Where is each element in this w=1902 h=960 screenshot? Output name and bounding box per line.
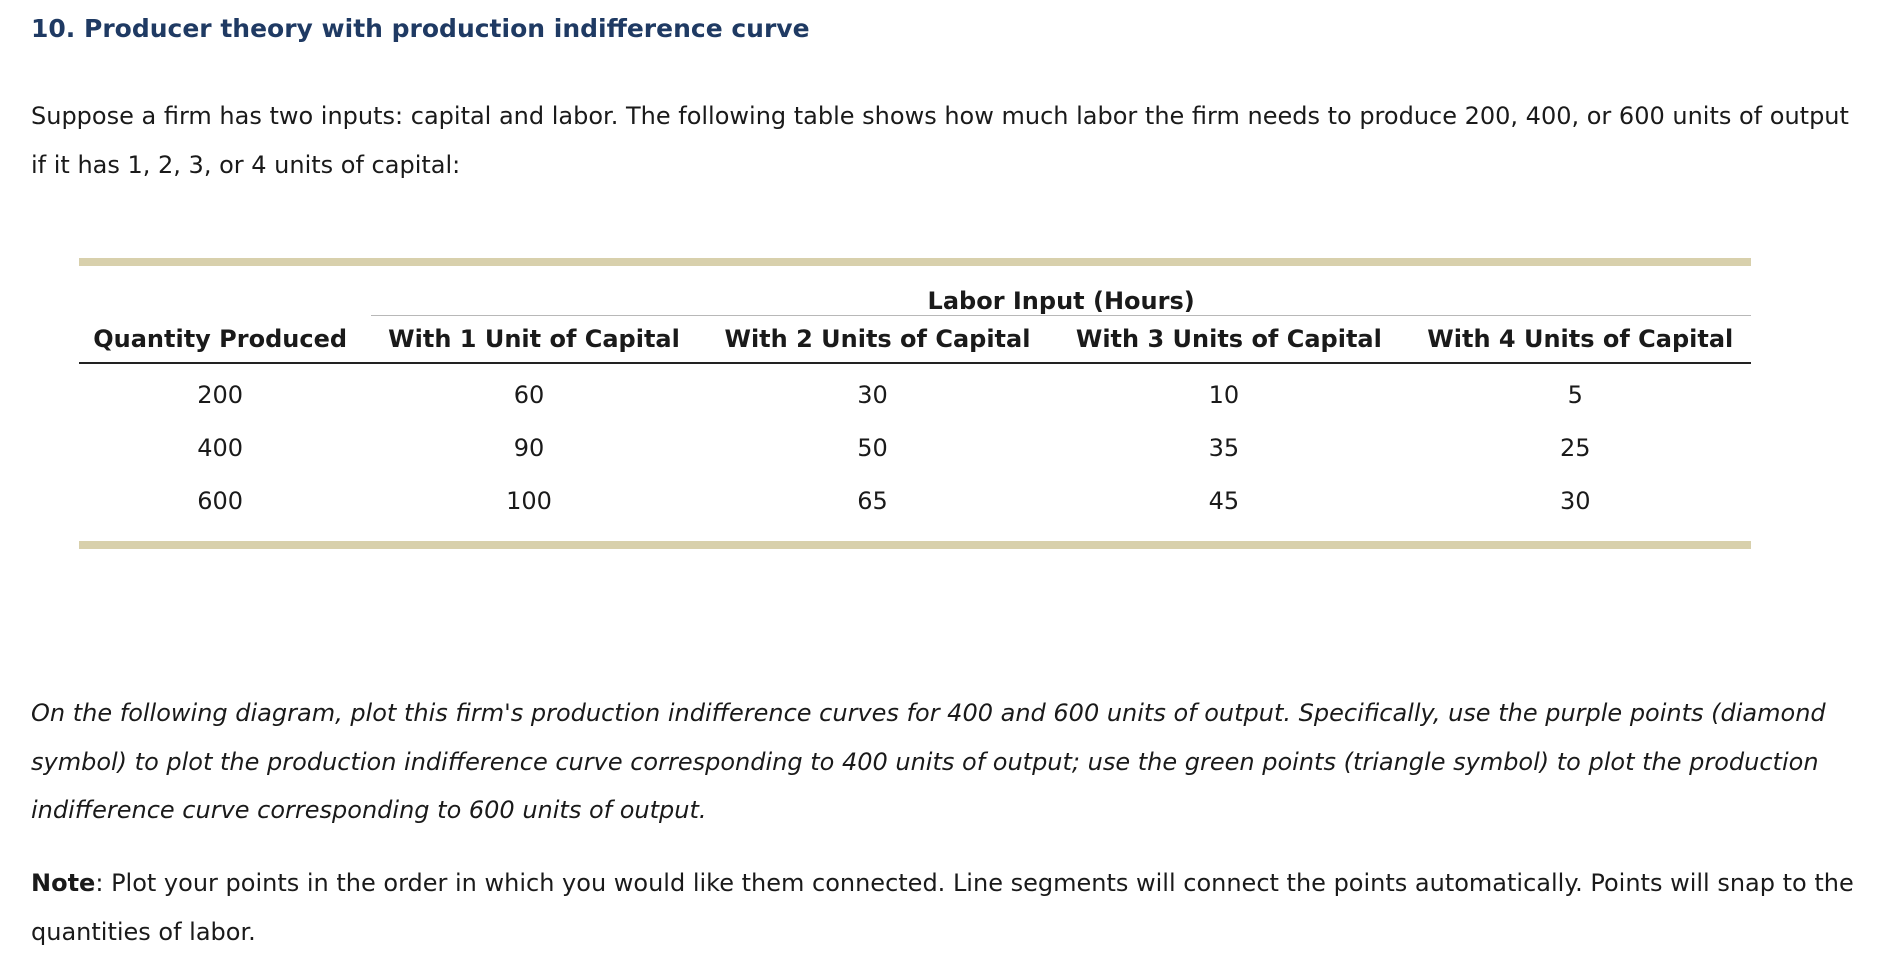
table-cell-quantity: 400 [197,433,244,462]
column-header-capital-2: With 2 Units of Capital [696,316,1049,364]
table-cell: 25 [1560,433,1591,462]
table-row: 200 60 30 10 5 [79,363,1751,421]
labor-input-table: Labor Input (Hours) Quantity Produced Wi… [79,258,1751,549]
table-cell: 5 [1567,380,1583,409]
table-cell: 65 [857,486,888,515]
note-paragraph: Note: Plot your points in the order in w… [31,859,1891,956]
column-header-capital-3: With 3 Units of Capital [1048,316,1400,364]
table-bottom-spacer [79,527,1751,541]
table-cell: 35 [1208,433,1240,462]
column-header-quantity: Quantity Produced [79,316,362,364]
intro-paragraph: Suppose a firm has two inputs: capital a… [31,102,1849,179]
note-label: Note [31,869,96,897]
table-column-header-row: Quantity Produced With 1 Unit of Capital… [79,316,1751,364]
table-cell: 30 [857,380,888,409]
table-top-border [79,258,1751,266]
data-table: Labor Input (Hours) Quantity Produced Wi… [79,266,1751,541]
table-cell: 30 [1560,486,1591,515]
table-group-spacer [79,266,361,316]
table-cell: 100 [506,486,552,515]
column-header-capital-1: With 1 Unit of Capital [361,316,697,364]
table-bottom-border [79,541,1751,549]
table-cell: 60 [513,380,545,409]
table-group-header-row: Labor Input (Hours) [79,266,1751,316]
table-row: 400 90 50 35 25 [79,421,1751,474]
table-cell-quantity: 200 [197,380,244,409]
table-group-header-cell: Labor Input (Hours) [361,266,1751,316]
table-row: 600 100 65 45 30 [79,474,1751,527]
note-text: Plot your points in the order in which y… [31,869,1854,946]
page-title: 10. Producer theory with production indi… [31,14,810,43]
table-cell-quantity: 600 [197,486,244,515]
table-cell: 90 [513,433,545,462]
instructions-paragraph: On the following diagram, plot this firm… [31,699,1826,824]
table-group-header: Labor Input (Hours) [371,287,1751,316]
table-cell: 45 [1208,486,1240,515]
table-cell: 10 [1208,380,1240,409]
column-header-capital-4: With 4 Units of Capital [1399,316,1751,364]
table-cell: 50 [857,433,888,462]
note-separator: : [95,869,104,897]
